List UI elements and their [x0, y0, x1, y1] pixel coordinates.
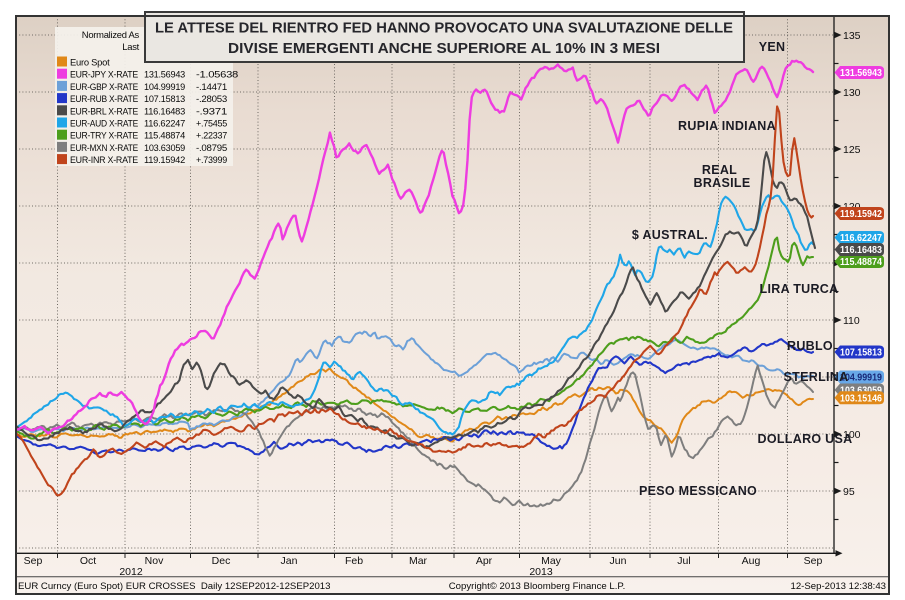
svg-text:DIVISE EMERGENTI ANCHE SUPERIO: DIVISE EMERGENTI ANCHE SUPERIORE AL 10% … — [228, 40, 660, 57]
svg-text:-1.05638: -1.05638 — [196, 69, 238, 80]
svg-text:Aug: Aug — [742, 555, 761, 567]
svg-text:DOLLARO USA: DOLLARO USA — [758, 432, 853, 446]
svg-text:EUR-BRL X-RATE: EUR-BRL X-RATE — [70, 105, 138, 116]
svg-text:-.9371: -.9371 — [196, 105, 227, 116]
svg-text:103.63059: 103.63059 — [840, 386, 882, 397]
svg-text:104.99919: 104.99919 — [144, 81, 185, 92]
svg-text:REAL: REAL — [702, 163, 737, 177]
svg-text:131.56943: 131.56943 — [840, 68, 882, 79]
svg-text:119.15942: 119.15942 — [144, 154, 185, 165]
svg-text:Jan: Jan — [281, 555, 298, 567]
svg-text:116.16483: 116.16483 — [144, 105, 185, 116]
svg-text:EUR-MXN X-RATE: EUR-MXN X-RATE — [70, 142, 138, 153]
svg-text:RUBLO: RUBLO — [787, 339, 833, 353]
svg-text:EUR-INR X-RATE: EUR-INR X-RATE — [70, 154, 138, 165]
svg-text:-.14471: -.14471 — [196, 81, 227, 92]
svg-text:Jun: Jun — [610, 555, 627, 567]
svg-text:Sep: Sep — [24, 555, 43, 567]
svg-text:Last: Last — [122, 41, 139, 52]
svg-text:+.75455: +.75455 — [196, 118, 227, 129]
svg-text:104.99919: 104.99919 — [840, 373, 882, 384]
svg-text:130: 130 — [843, 87, 861, 99]
svg-text:135: 135 — [843, 30, 861, 42]
svg-text:116.16483: 116.16483 — [840, 245, 882, 256]
svg-text:EUR-AUD X-RATE: EUR-AUD X-RATE — [70, 118, 138, 129]
svg-text:Nov: Nov — [145, 555, 164, 567]
svg-text:95: 95 — [843, 486, 855, 498]
svg-text:103.15146: 103.15146 — [840, 394, 882, 405]
svg-text:LE ATTESE DEL RIENTRO FED HANN: LE ATTESE DEL RIENTRO FED HANNO PROVOCAT… — [155, 20, 733, 37]
svg-text:EUR-GBP X-RATE: EUR-GBP X-RATE — [70, 81, 138, 92]
svg-text:103.63059: 103.63059 — [144, 142, 185, 153]
svg-text:Jul: Jul — [677, 555, 690, 567]
svg-text:Dec: Dec — [212, 555, 231, 567]
svg-text:110: 110 — [843, 315, 860, 327]
svg-text:EUR-TRY X-RATE: EUR-TRY X-RATE — [70, 130, 138, 141]
svg-text:PESO MESSICANO: PESO MESSICANO — [639, 484, 757, 498]
svg-text:EUR Curncy (Euro Spot) EUR CRO: EUR Curncy (Euro Spot) EUR CROSSES Daily… — [18, 581, 330, 592]
svg-text:May: May — [541, 555, 562, 567]
svg-text:STERLINA: STERLINA — [784, 370, 849, 384]
svg-text:RUPIA INDIANA: RUPIA INDIANA — [678, 119, 776, 133]
svg-text:$ AUSTRAL.: $ AUSTRAL. — [632, 228, 708, 242]
svg-text:115.48874: 115.48874 — [840, 257, 882, 268]
svg-text:2012: 2012 — [119, 566, 143, 578]
svg-text:116.62247: 116.62247 — [144, 118, 185, 129]
svg-text:-.28053: -.28053 — [196, 93, 227, 104]
svg-text:EUR-RUB X-RATE: EUR-RUB X-RATE — [70, 93, 138, 104]
svg-text:2013: 2013 — [529, 566, 553, 578]
svg-text:131.56943: 131.56943 — [144, 69, 185, 80]
svg-text:115.48874: 115.48874 — [144, 130, 185, 141]
svg-text:+.22337: +.22337 — [196, 130, 227, 141]
svg-text:Sep: Sep — [804, 555, 823, 567]
svg-text:12-Sep-2013 12:38:43: 12-Sep-2013 12:38:43 — [791, 581, 886, 592]
svg-text:+.73999: +.73999 — [196, 154, 227, 165]
svg-text:BRASILE: BRASILE — [694, 176, 751, 190]
svg-text:Oct: Oct — [80, 555, 96, 567]
svg-text:-.08795: -.08795 — [196, 142, 227, 153]
svg-text:116.62247: 116.62247 — [840, 233, 882, 244]
svg-text:125: 125 — [843, 144, 861, 156]
svg-text:107.15813: 107.15813 — [840, 348, 882, 359]
svg-text:Normalized As: Normalized As — [82, 29, 140, 40]
svg-text:LIRA TURCA: LIRA TURCA — [760, 282, 839, 296]
svg-text:119.15942: 119.15942 — [840, 209, 882, 220]
svg-text:Mar: Mar — [409, 555, 428, 567]
svg-text:Euro Spot: Euro Spot — [70, 57, 110, 68]
svg-text:Feb: Feb — [345, 555, 363, 567]
svg-text:EUR-JPY X-RATE: EUR-JPY X-RATE — [70, 69, 138, 80]
svg-text:100: 100 — [843, 429, 861, 441]
svg-text:YEN: YEN — [759, 40, 786, 54]
svg-text:Copyright© 2013 Bloomberg Fina: Copyright© 2013 Bloomberg Finance L.P. — [449, 581, 626, 592]
svg-text:Apr: Apr — [476, 555, 493, 567]
svg-text:107.15813: 107.15813 — [144, 93, 185, 104]
